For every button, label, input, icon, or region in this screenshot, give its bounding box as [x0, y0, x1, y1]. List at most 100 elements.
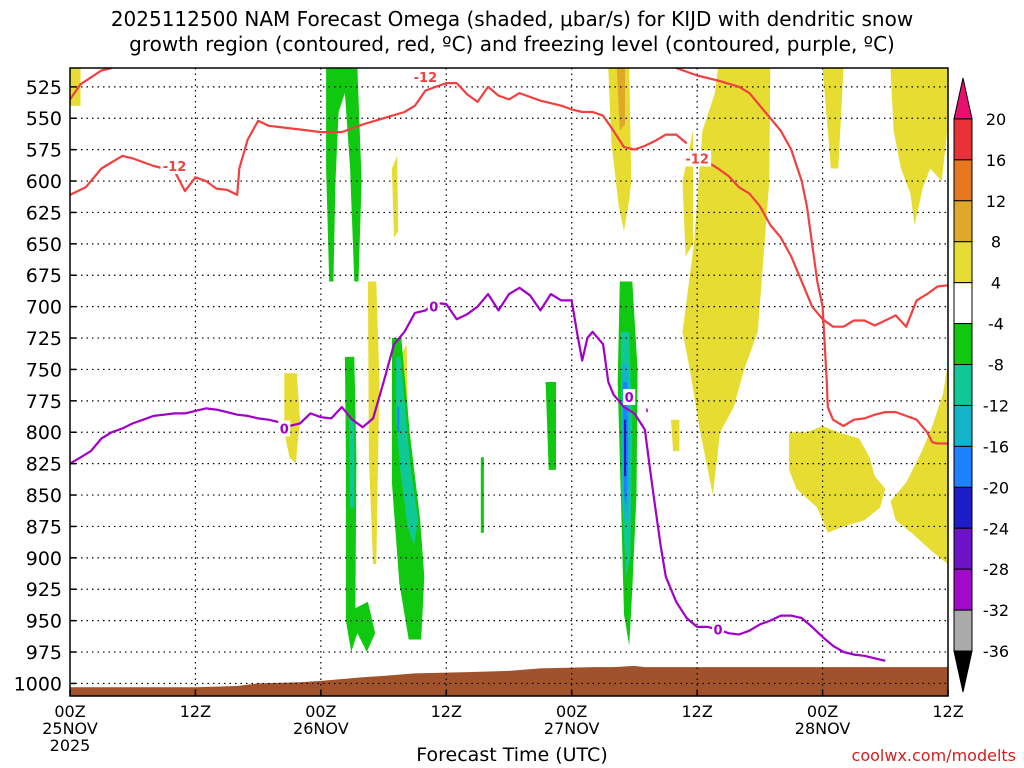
x-tick-label-60-0: 12Z	[681, 702, 712, 721]
colorbar-bin-9	[953, 445, 973, 488]
colorbar-label-6: -8	[988, 356, 1004, 375]
contour-label-2: -12	[685, 152, 709, 167]
colorbar-bin-4	[953, 241, 973, 284]
colorbar-label-12: -32	[983, 601, 1009, 620]
contour-labels: -12 -12 -12 0 0 0 ' 0	[160, 68, 725, 638]
x-tick-label-0-2: 2025	[50, 736, 91, 755]
x-tick-label-48-1: 27NOV	[544, 719, 600, 738]
contour-label-6: '	[645, 407, 649, 422]
colorbar: 20 16 12 8 4 -4 -8 -12 -16 -20 -24 -28 -32 -36	[953, 77, 1009, 693]
y-tick-label-800: 800	[26, 422, 62, 444]
omega-region-20	[480, 457, 484, 533]
ground-fill	[70, 665, 948, 696]
contour-label-bg-3	[278, 420, 291, 437]
x-tick-label-36-0: 12Z	[431, 702, 462, 721]
ground-terrain	[70, 665, 948, 696]
y-tick-label-600: 600	[26, 171, 62, 193]
y-tick-label-675: 675	[26, 265, 62, 287]
x-axis-label: Forecast Time (UTC)	[416, 744, 608, 766]
colorbar-bin-13	[953, 609, 973, 652]
omega-region-12	[789, 426, 886, 533]
contour-label-5: 0	[625, 391, 634, 406]
contour-label-7: 0	[714, 623, 723, 638]
colorbar-bin-7	[953, 364, 973, 406]
colorbar-label-13: -36	[983, 642, 1009, 661]
contour-line-3	[675, 68, 948, 445]
plot-frame	[69, 67, 949, 697]
colorbar-bin-8	[953, 404, 973, 447]
colorbar-bin-12	[953, 568, 973, 611]
colorbar-label-5: -4	[988, 315, 1004, 334]
omega-region-1	[284, 373, 300, 464]
y-tick-label-550: 550	[26, 108, 62, 130]
temperature-contours	[70, 68, 948, 662]
colorbar-label-4: 4	[991, 274, 1001, 293]
y-tick-label-875: 875	[26, 516, 62, 538]
site-credit: coolwx.com/modelts	[851, 746, 1016, 765]
colorbar-bin-6	[953, 323, 973, 366]
colorbar-bin-14	[953, 650, 973, 693]
omega-region-10	[822, 68, 844, 169]
x-tick-label-24-0: 00Z	[305, 702, 336, 721]
contour-line-1	[70, 82, 688, 196]
omega-region-2	[367, 281, 380, 565]
colorbar-bin-0	[953, 77, 973, 120]
colorbar-label-9: -20	[983, 478, 1009, 497]
x-tick-label-48-0: 00Z	[556, 702, 587, 721]
contour-label-0: -12	[163, 160, 187, 175]
x-tick-label-0-0: 00Z	[54, 702, 85, 721]
contour-line-4	[70, 286, 886, 662]
omega-shading	[70, 68, 948, 652]
colorbar-label-10: -24	[983, 519, 1009, 538]
y-tick-label-925: 925	[26, 579, 62, 601]
contour-label-1: -12	[414, 71, 438, 86]
y-tick-label-1000: 1000	[14, 673, 62, 695]
contour-label-bg-7	[712, 621, 725, 638]
colorbar-label-0: 20	[986, 110, 1006, 129]
omega-region-5	[608, 68, 632, 232]
x-tick-label-0-1: 25NOV	[42, 719, 98, 738]
y-tick-label-625: 625	[26, 202, 62, 224]
colorbar-label-3: 8	[991, 233, 1001, 252]
chart-title-line-2: growth region (contoured, red, ºC) and f…	[129, 32, 895, 56]
y-tick-label-750: 750	[26, 359, 62, 381]
omega-region-7	[682, 130, 693, 257]
colorbar-label-2: 12	[986, 192, 1006, 211]
chart-title-line-1: 2025112500 NAM Forecast Omega (shaded, μ…	[110, 7, 914, 31]
y-tick-label-900: 900	[26, 548, 62, 570]
colorbar-bin-5	[953, 282, 973, 325]
colorbar-label-8: -16	[983, 437, 1009, 456]
omega-region-3	[391, 155, 399, 238]
y-tick-label-725: 725	[26, 328, 62, 350]
contour-label-4: 0	[429, 301, 438, 316]
omega-region-18	[396, 356, 419, 546]
y-tick-label-975: 975	[26, 642, 62, 664]
contour-label-bg-1	[411, 68, 440, 85]
y-tick-label-775: 775	[26, 391, 62, 413]
contour-label-bg-0	[160, 157, 189, 174]
contour-line-0	[70, 68, 113, 101]
x-tick-label-72-0: 00Z	[807, 702, 838, 721]
colorbar-label-1: 16	[986, 151, 1006, 170]
omega-region-6	[616, 68, 625, 131]
colorbar-label-11: -28	[983, 560, 1009, 579]
contour-label-bg-4	[427, 298, 440, 315]
y-tick-label-850: 850	[26, 485, 62, 507]
y-tick-label-950: 950	[26, 611, 62, 633]
contour-label-bg-2	[683, 150, 712, 167]
colorbar-bin-1	[953, 118, 973, 161]
x-tick-label-84-0: 12Z	[932, 702, 963, 721]
omega-region-9	[682, 68, 771, 495]
y-tick-label-700: 700	[26, 297, 62, 319]
omega-region-14	[326, 68, 362, 282]
omega-region-11	[890, 68, 948, 225]
colorbar-label-7: -12	[983, 396, 1009, 415]
x-tick-label-12-0: 12Z	[180, 702, 211, 721]
contour-label-bg-6	[640, 405, 653, 422]
y-tick-label-825: 825	[26, 454, 62, 476]
omega-region-21	[545, 382, 556, 470]
colorbar-bin-3	[953, 200, 973, 243]
y-tick-label-525: 525	[26, 77, 62, 99]
grid-lines	[70, 68, 948, 696]
